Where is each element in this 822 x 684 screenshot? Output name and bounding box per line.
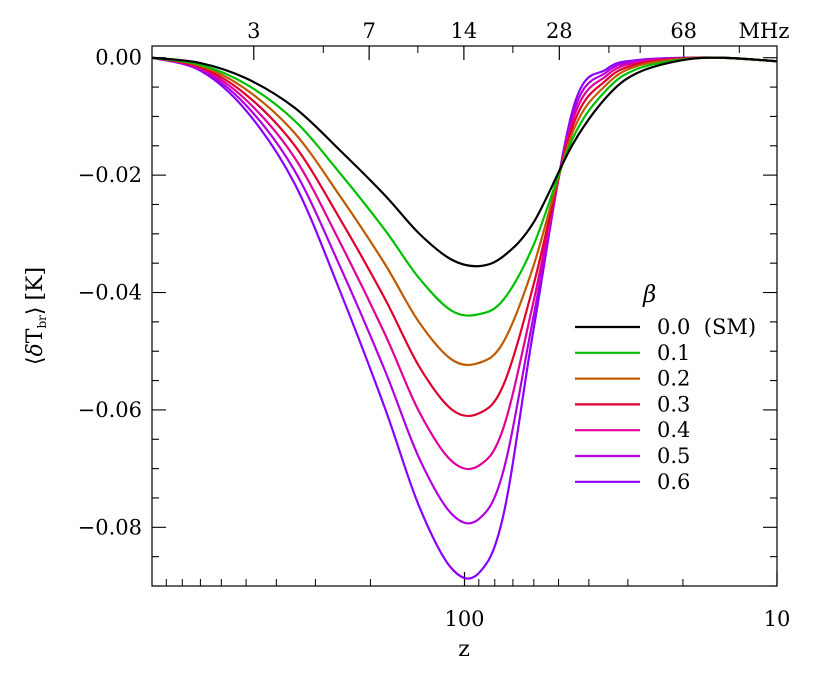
legend-label-3: 0.3 (657, 392, 690, 416)
y-axis-title: ⟨δTbr⟩ [K] (23, 267, 49, 365)
series-line-4 (151, 56, 778, 471)
series-line-2 (151, 56, 778, 367)
series-line-6 (151, 56, 778, 580)
minor-ticks (152, 46, 777, 587)
y-axis-title-close: ⟩ (23, 307, 48, 316)
y-axis-title-unit: [K] (23, 267, 48, 301)
x-tick-label: 100 (444, 607, 484, 631)
legend-label-1: 0.1 (657, 341, 690, 365)
top-tick-label: 7 (362, 19, 375, 43)
x-tick-label: 10 (764, 607, 791, 631)
legend-title: β (642, 282, 656, 308)
legend-label-2: 0.2 (657, 367, 690, 391)
legend: β 0.0 (SM)0.10.20.30.40.50.6 (575, 282, 756, 494)
top-tick-label: 14 (451, 19, 478, 43)
top-tick-label: 28 (546, 19, 573, 43)
series-line-3 (151, 56, 778, 418)
series-line-5 (151, 56, 778, 525)
y-axis-title-T: T (23, 328, 48, 343)
y-axis-title-delta: δ (23, 343, 48, 356)
y-axis-title-sub: br (35, 315, 49, 329)
y-tick-label: −0.08 (78, 515, 142, 539)
curves (151, 56, 778, 580)
legend-label-6: 0.6 (657, 470, 690, 494)
y-tick-label: −0.04 (78, 281, 142, 305)
x-axis-title: z (458, 637, 470, 662)
y-tick-label: 0.00 (95, 46, 142, 70)
svg-text:⟨δTbr⟩[K]: ⟨δTbr⟩ [K] (23, 267, 49, 365)
series-line-0 (151, 56, 778, 268)
legend-label-0: 0.0 (SM) (657, 315, 756, 339)
y-axis-title-open: ⟨ (23, 356, 48, 365)
top-axis-unit: MHz (739, 19, 790, 43)
top-tick-label: 3 (247, 19, 260, 43)
tick-labels: 100 10 0.00 −0.02 −0.04 −0.06 −0.08 3 7 14 28 68 MHz (78, 19, 791, 631)
series-line-1 (151, 56, 778, 317)
legend-label-4: 0.4 (657, 418, 690, 442)
y-tick-label: −0.06 (78, 398, 142, 422)
legend-label-5: 0.5 (657, 444, 690, 468)
y-tick-label: −0.02 (78, 163, 142, 187)
top-tick-label: 68 (670, 19, 697, 43)
